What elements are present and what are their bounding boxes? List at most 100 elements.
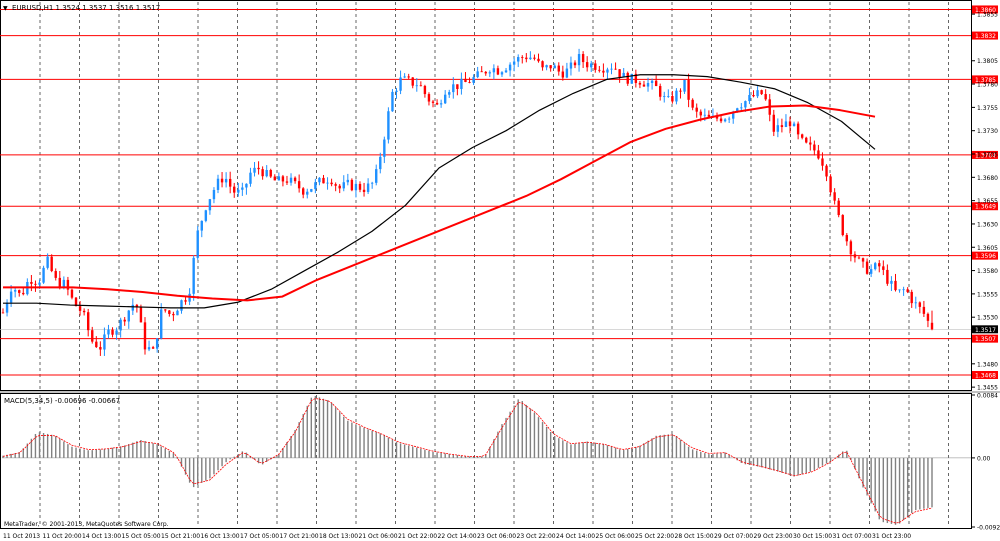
candle-body (62, 279, 66, 288)
price-tick-label: 1.3780 (977, 82, 998, 89)
price-tick-label: 1.3580 (977, 268, 998, 275)
candle-body (293, 177, 297, 182)
candle-body (407, 76, 410, 78)
candle-body (886, 269, 889, 284)
price-tag (972, 31, 998, 40)
candle-body (318, 177, 321, 183)
macd-indicator (2, 395, 971, 525)
candle-body (216, 178, 220, 190)
candle-body (480, 71, 483, 73)
candle-body (423, 85, 427, 95)
price-tag-label: 1.3860 (975, 7, 996, 14)
candle-body (103, 334, 106, 350)
candle-body (155, 338, 159, 349)
candle-body (699, 111, 702, 116)
candle-body (257, 167, 260, 170)
candle-body (825, 165, 828, 177)
candle-body (131, 304, 135, 311)
candle-body (289, 177, 293, 183)
candle-body (894, 280, 897, 291)
candle-body (727, 118, 731, 120)
candle-body (517, 57, 520, 62)
candle-body (521, 57, 524, 58)
price-tag-label: 1.3649 (975, 204, 996, 211)
candle-body (533, 57, 536, 59)
candle-body (220, 178, 224, 183)
candle-body (395, 90, 398, 92)
time-tick-label: 25 Oct 22:00 (635, 533, 674, 540)
candle-body (598, 69, 601, 71)
candle-body (66, 279, 70, 290)
candle-body (403, 76, 406, 78)
candle-body (212, 189, 216, 200)
candle-body (358, 183, 362, 190)
candle-body (13, 290, 17, 292)
candle-body (476, 71, 479, 78)
candle-body (630, 73, 633, 84)
price-axis: 1.3855 1.3805 1.3780 1.3755 1.3730 1.3705 1.36… (971, 12, 998, 392)
candle-body (269, 169, 272, 177)
macd-title: MACD(5,34,5) -0.00696 -0.00667 (4, 397, 120, 405)
time-tick-label: 15 Oct 21:00 (161, 533, 200, 540)
candle-body (719, 118, 723, 122)
time-tick-label: 15 Oct 05:00 (122, 533, 161, 540)
candle-body (399, 77, 402, 91)
candle-body (379, 156, 382, 170)
candle-body (464, 78, 467, 83)
candle-body (545, 65, 548, 68)
time-tick-label: 16 Oct 13:00 (201, 533, 240, 540)
candle-body (391, 91, 394, 112)
candle-body (160, 309, 163, 339)
candle-body (529, 57, 532, 60)
candle-body (366, 183, 370, 192)
candle-body (902, 289, 905, 291)
candle-body (549, 65, 552, 69)
time-tick-label: 31 Oct 23:00 (872, 533, 911, 540)
candle-body (362, 189, 366, 192)
price-tag (972, 202, 998, 211)
candle-body (224, 178, 228, 183)
symbol-menu-icon[interactable]: ▼ (3, 5, 8, 12)
candle-body (200, 220, 203, 231)
price-tick-label: 1.3730 (977, 128, 998, 135)
price-tag (972, 334, 998, 343)
price-tag-label: 1.3704 (975, 152, 996, 159)
candle-body (667, 96, 670, 97)
horizontal-levels[interactable]: 1.3860 1.3832 1.3785 1.3704 1.3649 1.3596 1.35… (0, 5, 998, 380)
candle-body (671, 96, 674, 102)
price-tick-label: 1.3530 (977, 315, 998, 322)
candle-body (184, 300, 187, 302)
candle-body (865, 261, 869, 274)
candle-body (370, 182, 374, 184)
candle-body (70, 289, 74, 298)
time-tick-label: 17 Oct 21:00 (280, 533, 319, 540)
price-tick-label: 1.3755 (977, 105, 998, 112)
price-tick-label: 1.3555 (977, 291, 998, 298)
candle-body (172, 313, 175, 316)
price-tick-label: 1.3630 (977, 221, 998, 228)
candle-body (602, 70, 605, 73)
candle-body (736, 108, 739, 112)
candle-body (95, 341, 98, 348)
price-tag (972, 251, 998, 260)
candle-body (176, 310, 179, 316)
candle-body (585, 62, 589, 68)
time-tick-label: 14 Oct 13:00 (82, 533, 121, 540)
candle-body (926, 313, 930, 321)
candle-body (557, 65, 560, 72)
price-tag-label: 1.3596 (975, 253, 996, 260)
macd-tick-label: -0.00923 (977, 525, 1000, 532)
candle-body (658, 86, 662, 97)
candle-body (845, 235, 849, 242)
macd-tick-label: 0.00 (977, 455, 991, 462)
candle-body (606, 69, 609, 73)
candle-body (147, 347, 151, 350)
candle-body (151, 347, 155, 349)
candle-body (265, 169, 268, 177)
moving-averages (3, 74, 876, 309)
candle-body (508, 64, 512, 71)
price-tag-label: 1.3507 (975, 336, 996, 343)
candle-body (679, 90, 682, 92)
candle-body (930, 322, 934, 330)
